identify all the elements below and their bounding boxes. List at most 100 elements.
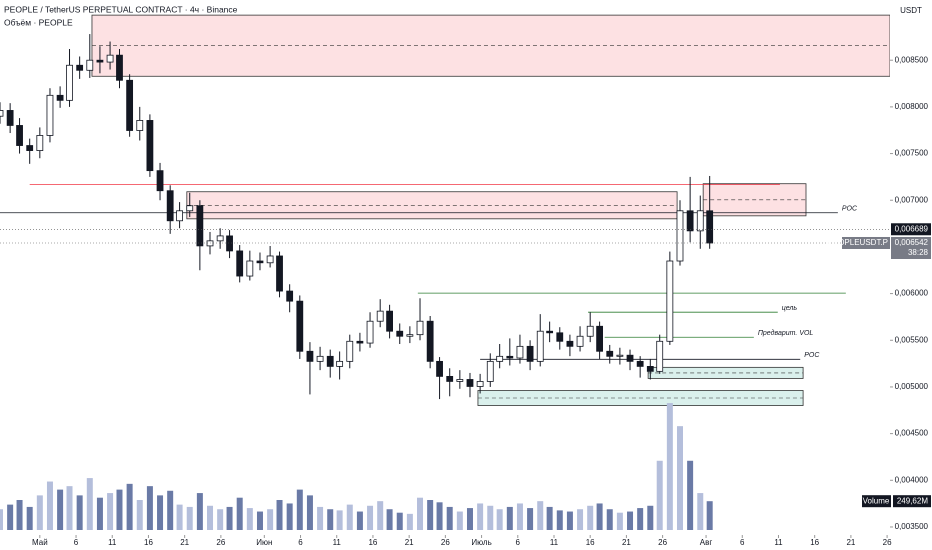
- candle-body: [6, 110, 14, 126]
- candle-body: [536, 330, 544, 362]
- volume-bar: [286, 503, 293, 530]
- candle-body: [306, 350, 314, 362]
- volume-bar: [627, 511, 634, 530]
- volume-bar: [26, 506, 33, 530]
- candle-body: [136, 120, 144, 131]
- candle-body: [176, 210, 183, 222]
- volume-value: 249,62M: [897, 496, 928, 505]
- x-tick-label: 11: [550, 538, 559, 547]
- volume-bar: [116, 489, 123, 530]
- y-tick-label: 0,004500: [895, 429, 929, 438]
- volume-bar: [336, 510, 343, 530]
- volume-bar: [386, 509, 393, 530]
- x-tick-label: 21: [180, 538, 189, 547]
- candle-body: [616, 354, 624, 357]
- volume-bar: [427, 500, 434, 530]
- x-tick-label: 21: [405, 538, 414, 547]
- volume-bar: [276, 500, 283, 530]
- candle-body: [496, 355, 504, 362]
- y-tick-label: 0,008000: [895, 102, 929, 111]
- x-tick-label: Июн: [256, 538, 272, 547]
- price-mark-label: 0,006542: [895, 238, 929, 247]
- volume-bar: [306, 495, 313, 530]
- volume-bar: [406, 513, 413, 530]
- candle-body: [16, 125, 23, 146]
- volume-bar: [346, 504, 353, 530]
- candle-body: [26, 145, 34, 151]
- candle-body: [476, 381, 484, 387]
- candle-body: [186, 205, 194, 212]
- x-tick-label: 16: [368, 538, 377, 547]
- candle-body: [446, 375, 454, 382]
- volume-bar: [637, 508, 644, 530]
- x-tick-label: Июль: [471, 538, 491, 547]
- price-mark-box: [891, 223, 931, 236]
- candle-body: [366, 320, 374, 344]
- candle-body: [126, 79, 134, 131]
- x-tick-label: 16: [810, 538, 819, 547]
- candle-body: [686, 210, 694, 232]
- candle-body: [346, 340, 354, 362]
- x-tick-label: 11: [774, 538, 783, 547]
- volume-bar: [57, 489, 64, 530]
- volume-bar: [367, 505, 374, 530]
- candle-body: [36, 135, 44, 151]
- candle-body: [456, 379, 464, 382]
- candle-body: [246, 260, 254, 277]
- candle-body: [436, 360, 443, 377]
- volume-bar: [157, 495, 164, 530]
- volume-bar: [616, 512, 623, 530]
- candle-body: [286, 290, 294, 302]
- candle-body: [316, 355, 324, 362]
- currency: USDT: [900, 6, 922, 15]
- volume-bar: [196, 493, 203, 530]
- candle-body: [566, 340, 574, 347]
- volume-bar: [377, 501, 384, 530]
- candle-body: [516, 345, 524, 359]
- candle-body: [696, 210, 704, 232]
- candle-body: [226, 235, 233, 252]
- volume-bar: [417, 497, 424, 530]
- volume-bar: [556, 510, 563, 530]
- level-label: POC: [804, 352, 820, 359]
- candle-body: [326, 355, 334, 367]
- candle-body: [86, 59, 94, 71]
- y-tick-label: 0,003500: [895, 522, 929, 531]
- candle-body: [236, 250, 244, 277]
- volume-bar: [697, 493, 704, 530]
- candle-body: [206, 240, 214, 247]
- candle-body: [596, 325, 604, 352]
- candle-body: [676, 210, 684, 262]
- x-tick-label: 21: [846, 538, 855, 547]
- axis-layer: 0,008500 0,008000 0,007500 0,007000 0,006000…: [32, 55, 931, 547]
- volume-bar: [36, 495, 43, 530]
- level-label: цель: [782, 305, 798, 312]
- candle-body: [586, 325, 594, 337]
- candle-body: [656, 340, 664, 372]
- volume-bar: [647, 505, 654, 530]
- volume-bar: [46, 481, 53, 530]
- volume-bar: [126, 483, 133, 530]
- level-label: POC: [842, 206, 858, 213]
- volume-value-box: [893, 495, 931, 508]
- volume-bar: [296, 489, 303, 530]
- x-tick-label: 26: [883, 538, 892, 547]
- x-tick-label: 16: [144, 538, 153, 547]
- candle-body: [706, 210, 714, 244]
- volume-bar: [246, 508, 253, 530]
- y-tick-label: 0,007500: [895, 149, 929, 158]
- volume-bar: [186, 506, 193, 530]
- candle-body: [376, 310, 384, 322]
- volume-bar: [487, 505, 494, 530]
- volume-bar: [136, 500, 143, 530]
- volume-bar: [456, 511, 463, 530]
- volume-bar: [226, 506, 233, 530]
- x-tick-label: 6: [298, 538, 303, 547]
- x-tick-label: 26: [441, 538, 450, 547]
- volume-bar: [396, 512, 403, 530]
- volume-bar: [207, 505, 214, 530]
- volume-bar: [107, 493, 114, 530]
- candle-body: [216, 235, 224, 242]
- volume-bar: [466, 508, 473, 530]
- volume-bar: [506, 506, 513, 530]
